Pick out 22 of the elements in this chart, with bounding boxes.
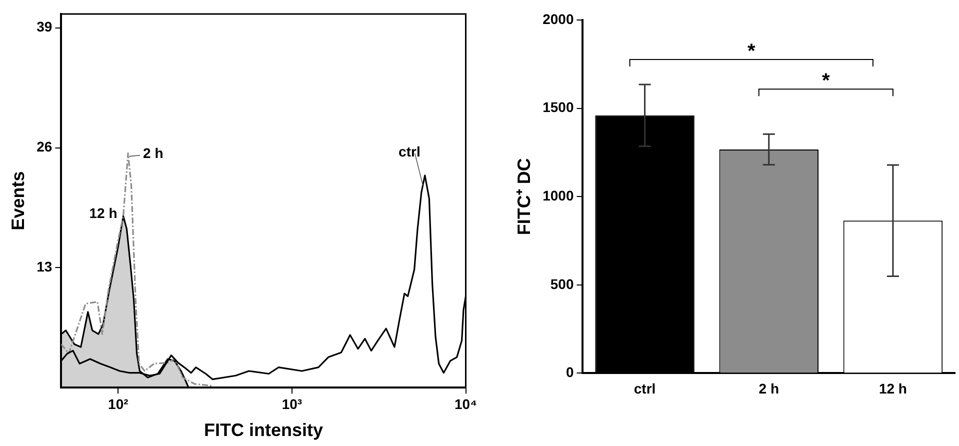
y-tick-label: 13 [36, 258, 52, 275]
y-axis-title: Events [8, 171, 28, 230]
y-axis-title: FITC⁺ DC [514, 158, 534, 236]
annotation: * [747, 40, 756, 62]
y-tick-label: 39 [36, 18, 52, 35]
x-tick-label: ctrl [634, 380, 656, 396]
y-tick-label: 1500 [542, 99, 574, 116]
series-label: 2 h [143, 145, 164, 162]
x-tick-label: 2 h [758, 380, 779, 396]
series-label: 12 h [89, 204, 118, 221]
series-label: ctrl [398, 143, 420, 160]
y-tick-label: 2000 [542, 10, 574, 27]
x-tick-label: 10⁴ [454, 396, 478, 412]
annotation: * [822, 70, 830, 92]
x-tick-label: 10³ [282, 396, 302, 412]
y-tick-label: 500 [550, 276, 574, 292]
y-tick-label: 1000 [542, 187, 574, 204]
x-tick-label: 12 h [878, 380, 907, 396]
y-tick-label: 0 [566, 364, 574, 380]
x-tick-label: 10² [108, 396, 129, 412]
x-axis-title: FITC intensity [204, 420, 323, 440]
y-tick-label: 26 [36, 138, 52, 155]
